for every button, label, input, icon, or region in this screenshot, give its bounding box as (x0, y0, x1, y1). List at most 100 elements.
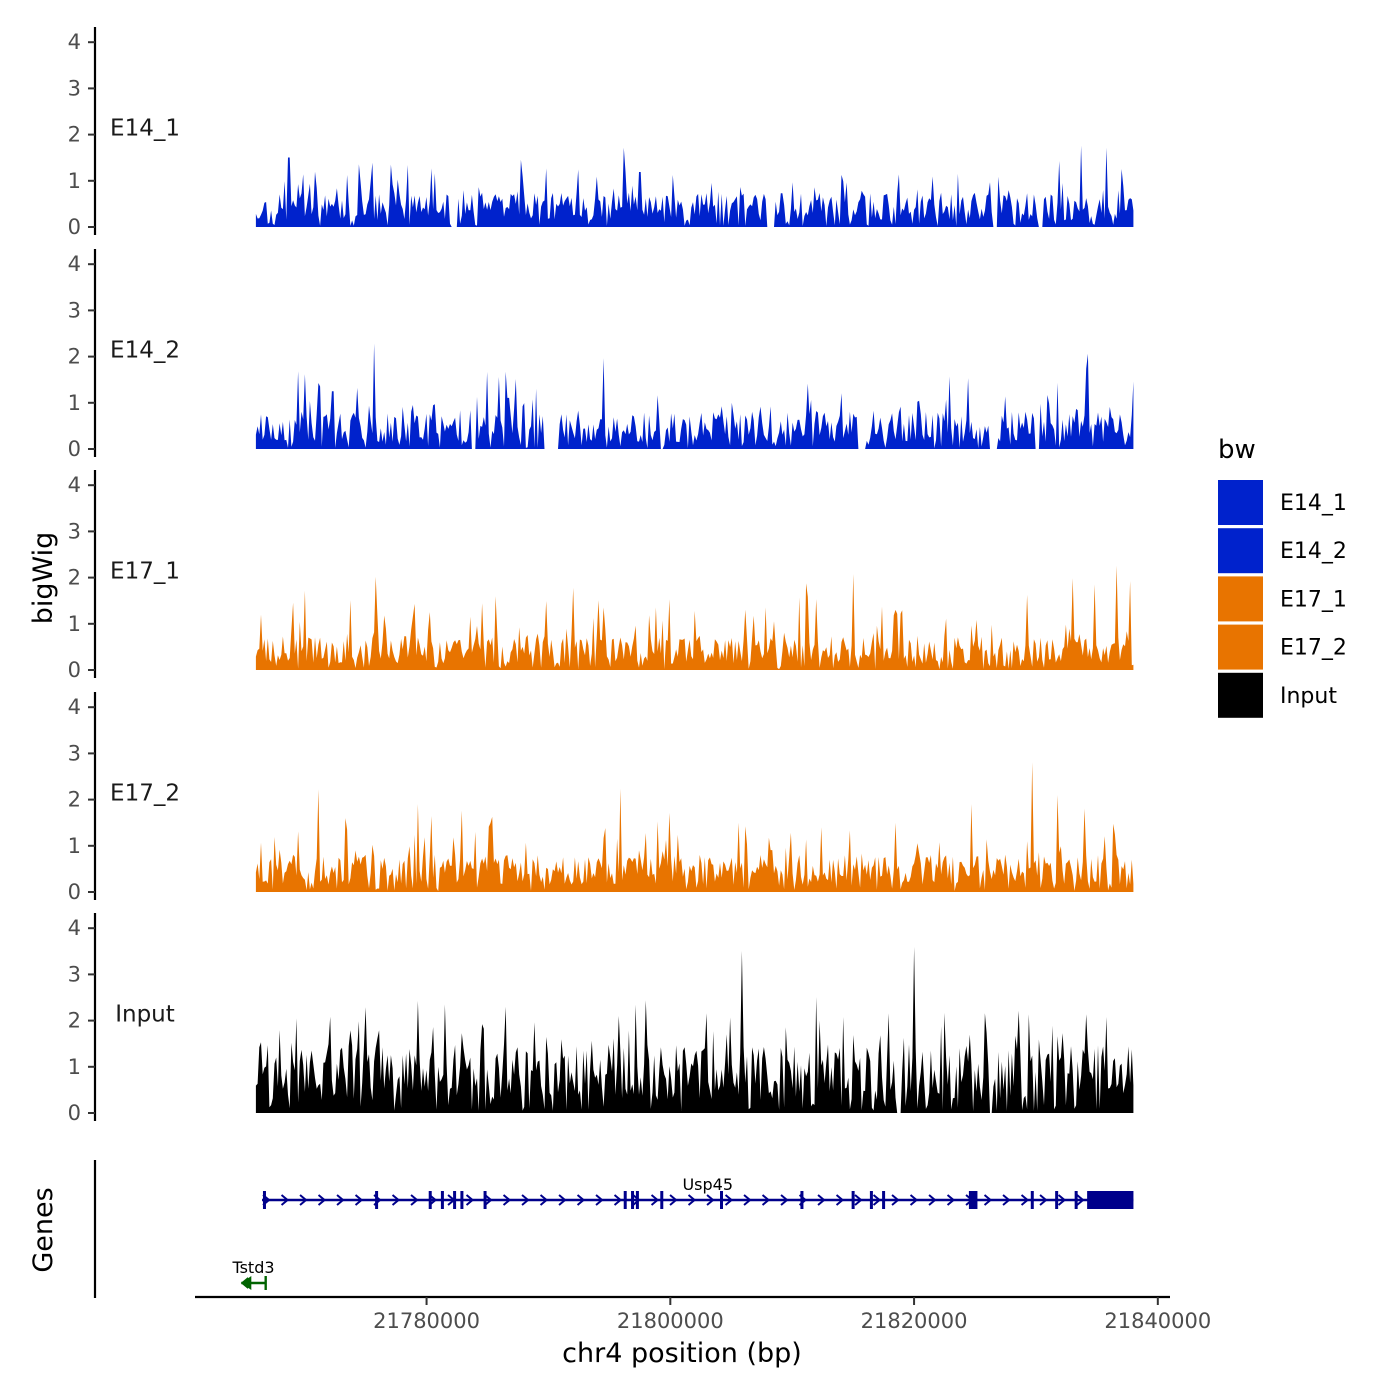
strand-chevron (854, 1194, 863, 1206)
legend-swatch (1218, 480, 1263, 525)
strand-chevron (613, 1194, 623, 1206)
y-tick-label: 4 (68, 916, 81, 940)
exon (631, 1191, 635, 1209)
exon-block (968, 1191, 978, 1209)
y-tick-label: 2 (68, 123, 81, 147)
strand-chevron (299, 1194, 308, 1206)
exon (453, 1191, 457, 1209)
legend-item: E17_2 (1218, 624, 1347, 670)
gene-label: Tstd3 (231, 1258, 274, 1277)
strand-arrow (241, 1276, 252, 1290)
strand-chevron (595, 1194, 604, 1206)
y-tick-label: 1 (68, 1055, 81, 1079)
exon (483, 1191, 487, 1209)
y-tick-label: 1 (68, 834, 81, 858)
y-tick-label: 3 (68, 76, 81, 100)
y-tick-label: 0 (68, 1101, 81, 1125)
y-tick-label: 1 (68, 391, 81, 415)
x-tick-label: 21780000 (373, 1309, 480, 1333)
x-axis: 21780000 21800000 21820000 21840000 (195, 1295, 1211, 1333)
track-label: Input (115, 1002, 175, 1028)
x-axis-title: chr4 position (bp) (562, 1338, 802, 1369)
strand-chevron (872, 1194, 882, 1206)
gene-label: Usp45 (682, 1175, 733, 1194)
y-tick-label: 0 (68, 880, 81, 904)
y-tick-label: 1 (68, 612, 81, 636)
coverage-tracks: 0 1 2 3 4 E14_1 0 1 2 3 4 E14_2 0 1 2 3 4 E17_1 0 1 2 3 4 E17_2… (68, 26, 1134, 1125)
strand-chevron (817, 1194, 826, 1206)
strand-chevron (502, 1194, 512, 1206)
coverage-area (255, 762, 1134, 892)
strand-chevron (706, 1194, 715, 1206)
exon (635, 1191, 639, 1209)
y-tick-label: 0 (68, 437, 81, 461)
y-tick-label: 3 (68, 741, 81, 765)
legend-item: E14_1 (1218, 480, 1347, 525)
strand-chevron (558, 1194, 567, 1206)
strand-chevron (521, 1194, 530, 1206)
y-tick-label: 4 (68, 30, 81, 54)
legend-title: bw (1218, 435, 1256, 465)
strand-chevron (410, 1194, 419, 1206)
legend-label: E14_1 (1280, 491, 1347, 516)
track-e14-1: 0 1 2 3 4 E14_1 (68, 26, 1134, 239)
track-label: E17_2 (110, 781, 180, 807)
y-axis-title: bigWig (28, 532, 59, 625)
coverage-area (255, 145, 1134, 227)
legend-swatch (1218, 672, 1263, 718)
strand-chevron (909, 1194, 919, 1206)
exon-block (1087, 1191, 1134, 1209)
y-tick-label: 4 (68, 252, 81, 276)
coverage-area (255, 343, 1134, 449)
exon (720, 1191, 723, 1209)
y-tick-label: 3 (68, 962, 81, 986)
exon (869, 1191, 873, 1209)
strand-chevron (484, 1194, 493, 1206)
strand-chevron (1002, 1194, 1011, 1206)
legend-item: E14_2 (1218, 528, 1347, 574)
strand-chevron (354, 1194, 364, 1206)
legend-swatch (1218, 528, 1263, 574)
gene-tstd3: Tstd3 (231, 1258, 275, 1290)
strand-chevron (317, 1194, 327, 1206)
legend-label: Input (1280, 684, 1337, 709)
legend-label: E14_2 (1280, 539, 1347, 564)
y-tick-label: 3 (68, 298, 81, 322)
strand-chevron (724, 1194, 734, 1206)
strand-chevron (669, 1194, 678, 1206)
strand-chevron (539, 1194, 549, 1206)
track-e17-1: 0 1 2 3 4 E17_1 (68, 469, 1134, 682)
strand-chevron (1020, 1194, 1030, 1206)
strand-chevron (391, 1194, 401, 1206)
exon (440, 1191, 444, 1209)
y-tick-label: 0 (68, 215, 81, 239)
track-label: E17_1 (110, 559, 180, 585)
strand-chevron (1057, 1194, 1067, 1206)
strand-chevron (576, 1194, 586, 1206)
exon (428, 1191, 432, 1209)
y-tick-label: 4 (68, 695, 81, 719)
strand-chevron (946, 1194, 956, 1206)
coverage-area (255, 946, 1134, 1113)
exon (851, 1191, 855, 1209)
track-label: E14_1 (110, 116, 180, 142)
y-tick-label: 2 (68, 566, 81, 590)
legend-swatch (1218, 576, 1263, 622)
genes-track: Usp45 Tstd3 (93, 1160, 1134, 1298)
x-tick-label: 21840000 (1104, 1309, 1211, 1333)
exon (623, 1191, 627, 1209)
strand-chevron (761, 1194, 771, 1206)
strand-chevron (891, 1194, 900, 1206)
track-input: 0 1 2 3 4 Input (68, 912, 1134, 1125)
x-tick-label: 21820000 (861, 1309, 968, 1333)
strand-chevron (1076, 1194, 1085, 1206)
y-tick-label: 2 (68, 345, 81, 369)
strand-chevron (465, 1194, 475, 1206)
strand-chevron (983, 1194, 993, 1206)
exon (882, 1191, 886, 1209)
legend-label: E17_2 (1280, 636, 1347, 661)
strand-chevron (743, 1194, 752, 1206)
exon (375, 1191, 379, 1209)
